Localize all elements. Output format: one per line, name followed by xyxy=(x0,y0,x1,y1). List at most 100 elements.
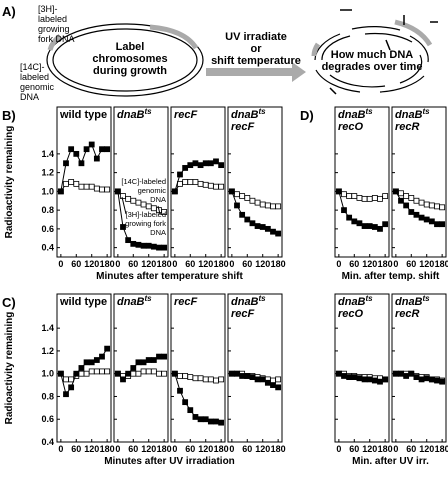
y-tick-label: 0.6 xyxy=(41,414,54,424)
data-point xyxy=(140,242,147,249)
title-text: dnaB xyxy=(338,109,366,121)
data-point xyxy=(130,365,137,371)
data-point xyxy=(270,382,276,388)
y-tick-label: 0.6 xyxy=(41,224,54,234)
data-point xyxy=(218,376,225,383)
data-point xyxy=(68,376,75,383)
data-point xyxy=(371,224,378,230)
data-point xyxy=(88,359,95,366)
data-point xyxy=(161,353,168,360)
x-tick-label: 180 xyxy=(157,444,172,454)
data-point xyxy=(423,375,430,382)
data-point xyxy=(161,370,168,377)
data-point xyxy=(197,180,204,187)
data-point xyxy=(413,197,420,204)
data-point xyxy=(335,188,342,195)
data-point xyxy=(351,374,358,381)
x-axis-label: Minutes after UV irradiation xyxy=(104,456,235,467)
data-point xyxy=(403,193,410,199)
panel-label: D) xyxy=(300,108,314,123)
x-tick-label: 120 xyxy=(141,259,156,269)
x-tick-label: 60 xyxy=(349,259,359,269)
data-point xyxy=(187,162,194,169)
data-point xyxy=(264,225,271,232)
data-point xyxy=(63,160,69,167)
x-tick-label: 0 xyxy=(336,444,341,454)
data-point xyxy=(145,357,152,363)
data-point xyxy=(177,171,183,178)
data-point xyxy=(207,160,214,167)
data-point xyxy=(239,211,246,218)
data-point xyxy=(156,353,162,360)
panel-title: recF xyxy=(174,109,198,121)
x-tick-label: 180 xyxy=(378,444,393,454)
plot-frame xyxy=(334,293,390,443)
y-axis-label: Radioactivity remaining xyxy=(4,126,15,239)
data-point xyxy=(398,370,404,377)
data-point xyxy=(99,353,105,360)
data-point xyxy=(192,375,199,382)
x-tick-label: 120 xyxy=(362,444,377,454)
title-text: recF xyxy=(231,308,255,320)
data-point xyxy=(275,384,282,391)
data-point xyxy=(392,188,399,195)
x-tick-label: 180 xyxy=(100,444,115,454)
center-label: Label chromosomes during growth xyxy=(92,41,167,77)
data-point xyxy=(78,183,85,190)
data-point xyxy=(88,368,95,375)
data-point xyxy=(202,416,209,423)
degraded-outer xyxy=(314,26,429,93)
data-point xyxy=(356,195,363,201)
x-tick-label: 180 xyxy=(157,259,172,269)
x-tick-label: 120 xyxy=(198,444,213,454)
data-point xyxy=(197,416,204,423)
data-point xyxy=(150,357,157,363)
x-tick-label: 0 xyxy=(172,259,177,269)
data-point xyxy=(371,377,378,384)
data-point xyxy=(83,370,90,377)
data-point xyxy=(177,180,183,187)
data-point xyxy=(213,158,219,165)
data-point xyxy=(234,191,240,198)
data-point xyxy=(377,378,383,385)
data-point xyxy=(140,368,147,375)
data-point xyxy=(135,359,142,366)
data-point xyxy=(78,160,85,167)
data-point xyxy=(161,244,168,251)
data-point xyxy=(130,197,137,204)
data-point xyxy=(377,225,383,232)
data-point xyxy=(434,377,440,384)
panel-title: dnaBts xyxy=(338,294,373,308)
fork-dna xyxy=(394,19,433,47)
x-tick-label: 0 xyxy=(229,259,234,269)
data-point xyxy=(187,374,194,381)
data-point xyxy=(439,204,446,211)
x-tick-label: 0 xyxy=(336,259,341,269)
title-sup: ts xyxy=(423,107,431,116)
data-point xyxy=(361,195,368,202)
data-point xyxy=(341,191,347,198)
series-line xyxy=(60,143,108,192)
data-point xyxy=(259,201,266,208)
data-point xyxy=(418,214,425,221)
panel-title: recO xyxy=(338,308,364,320)
data-point xyxy=(104,146,111,153)
x-tick-label: 180 xyxy=(435,444,448,454)
data-point xyxy=(423,201,430,208)
y-axis-label: Radioactivity remaining xyxy=(4,312,15,425)
data-point xyxy=(335,370,342,377)
data-point xyxy=(135,241,142,248)
data-point xyxy=(341,207,347,214)
plot-frame xyxy=(391,106,447,258)
y-tick-label: 1.2 xyxy=(41,168,54,178)
y-tick-label: 1.4 xyxy=(41,323,54,333)
title-sup: ts xyxy=(423,294,431,303)
x-axis-label: Min. after UV irr. xyxy=(352,456,429,467)
x-tick-label: 60 xyxy=(185,259,195,269)
data-point xyxy=(140,359,147,366)
title-text: dnaB xyxy=(117,296,145,308)
data-point xyxy=(382,221,389,228)
data-point xyxy=(254,199,261,206)
data-point xyxy=(239,373,246,379)
data-point xyxy=(73,180,80,187)
